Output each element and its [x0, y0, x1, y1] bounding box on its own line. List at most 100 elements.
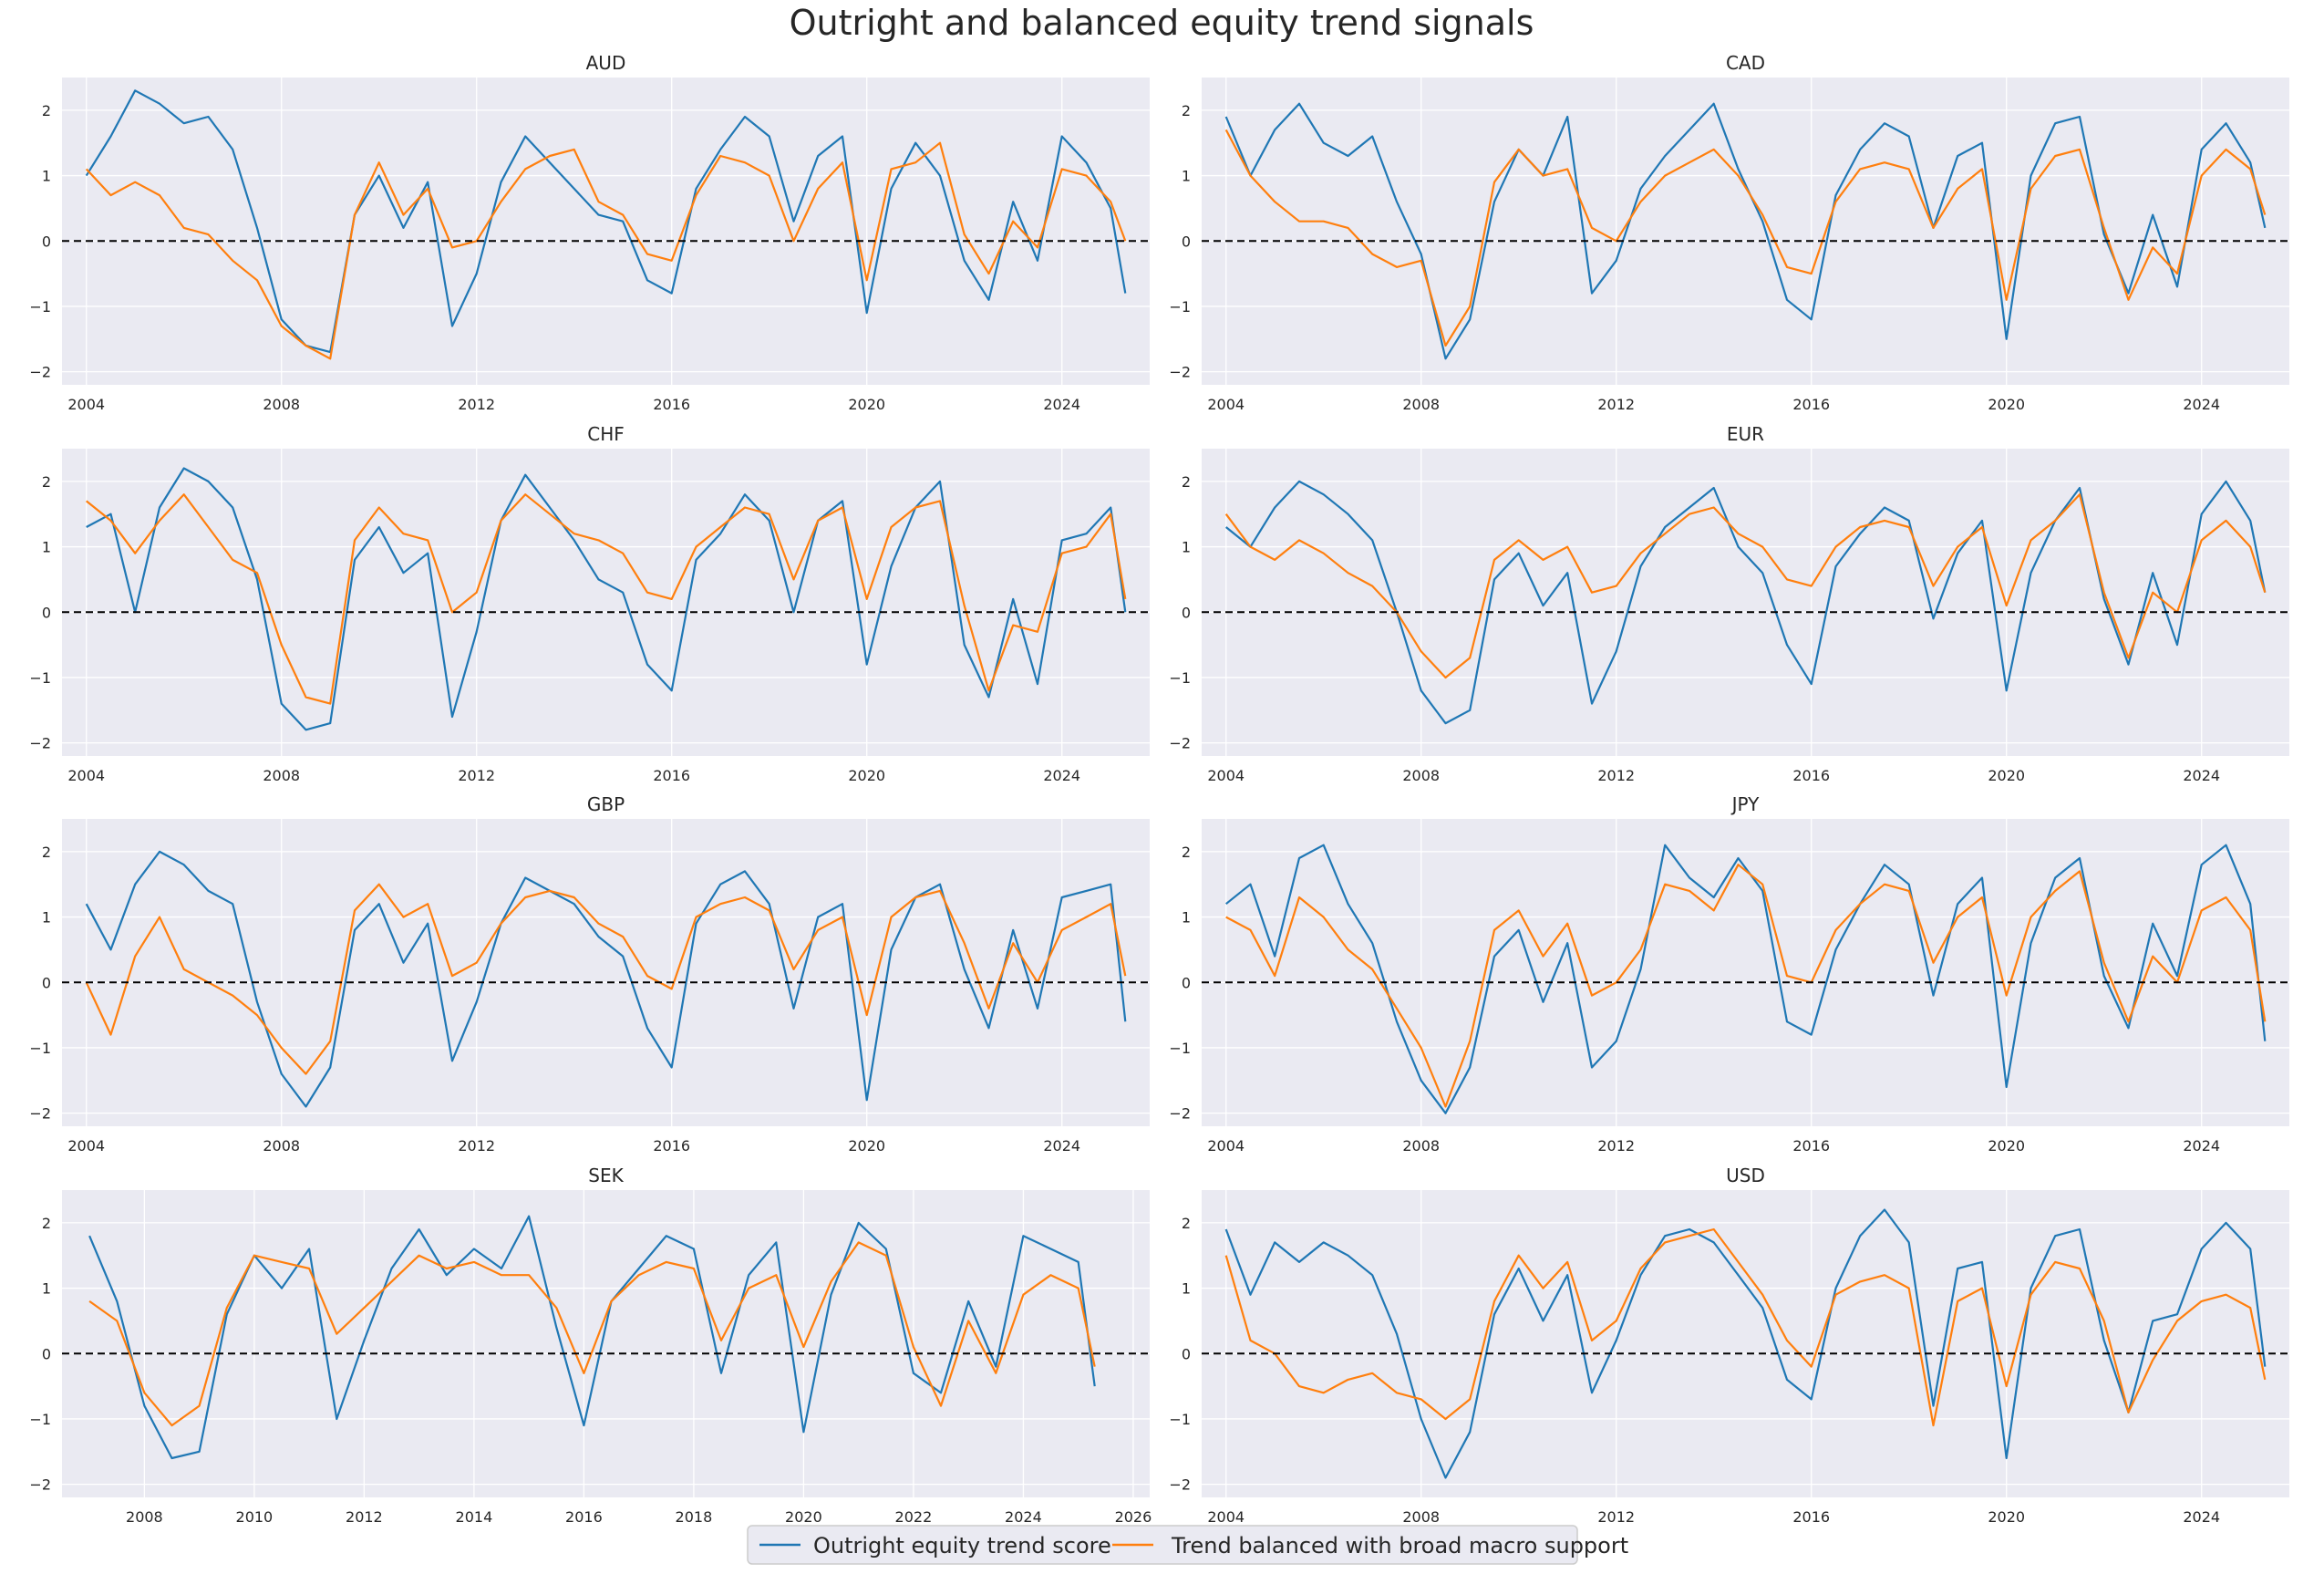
- series-line-outright: [88, 1215, 1096, 1460]
- x-tick-label: 2004: [1207, 396, 1245, 413]
- x-tick-label: 2012: [458, 767, 495, 784]
- y-tick-label: −1: [1169, 1411, 1191, 1428]
- y-tick-label: −1: [29, 1040, 51, 1057]
- series-line-outright: [1225, 480, 2267, 725]
- y-tick-label: 1: [1182, 1280, 1191, 1298]
- y-tick-label: 2: [1182, 102, 1191, 119]
- x-tick-label: 2008: [1402, 1137, 1440, 1155]
- y-tick-label: 0: [42, 1345, 51, 1362]
- plot-area: [1202, 78, 2289, 385]
- x-tick-label: 2024: [2183, 396, 2220, 413]
- x-tick-label: 2020: [1988, 767, 2025, 784]
- x-tick-label: 2012: [1597, 1137, 1635, 1155]
- x-tick-label: 2016: [1792, 1137, 1830, 1155]
- panel-title-cad: CAD: [1726, 52, 1765, 74]
- panel-title-usd: USD: [1726, 1165, 1765, 1186]
- y-tick-label: −2: [1169, 1476, 1191, 1494]
- x-tick-label: 2024: [2183, 767, 2220, 784]
- x-tick-label: 2012: [458, 396, 495, 413]
- y-tick-label: −2: [1169, 364, 1191, 381]
- y-tick-label: 2: [1182, 1215, 1191, 1232]
- x-tick-label: 2008: [1402, 396, 1440, 413]
- x-tick-label: 2016: [565, 1508, 603, 1526]
- x-tick-label: 2024: [2183, 1508, 2220, 1526]
- y-tick-label: −2: [1169, 735, 1191, 752]
- y-tick-label: 0: [1182, 604, 1191, 621]
- x-tick-label: 2024: [1043, 396, 1080, 413]
- series-line-outright: [86, 467, 1127, 731]
- plot-area: [62, 819, 1150, 1126]
- x-tick-label: 2008: [1402, 1508, 1440, 1526]
- x-tick-label: 2024: [1043, 1137, 1080, 1155]
- x-tick-label: 2020: [785, 1508, 822, 1526]
- panel-cad: 2004 2008 2012 2016 2020 2024 −2 −1 0 1 2 CAD: [1169, 52, 2289, 413]
- figure-title: Outright and balanced equity trend signa…: [790, 3, 1534, 43]
- panel-title-eur: EUR: [1727, 423, 1764, 445]
- x-tick-label: 2012: [346, 1508, 383, 1526]
- panel-gbp: 2004 2008 2012 2016 2020 2024 −2 −1 0 1 2 GBP: [29, 793, 1150, 1155]
- series-line-balanced: [1225, 864, 2267, 1108]
- y-tick-label: −2: [29, 364, 51, 381]
- y-tick-label: 1: [1182, 909, 1191, 927]
- x-tick-label: 2004: [1207, 1137, 1245, 1155]
- plot-area: [1202, 449, 2289, 756]
- plot-area: [1202, 819, 2289, 1126]
- y-tick-label: −1: [29, 669, 51, 687]
- y-tick-label: 2: [42, 473, 51, 491]
- series-line-balanced: [86, 493, 1127, 705]
- y-tick-label: −2: [29, 1476, 51, 1494]
- series-line-outright: [85, 850, 1127, 1108]
- plot-area: [62, 78, 1150, 385]
- panel-usd: 2004 2008 2012 2016 2020 2024 −2 −1 0 1 2 USD: [1169, 1165, 2289, 1526]
- y-tick-label: −1: [29, 298, 51, 316]
- y-tick-label: −2: [1169, 1105, 1191, 1123]
- y-tick-label: −2: [29, 1105, 51, 1123]
- x-tick-label: 2014: [456, 1508, 493, 1526]
- y-tick-label: 1: [1182, 539, 1191, 556]
- x-tick-label: 2004: [1207, 1508, 1245, 1526]
- x-tick-label: 2024: [2183, 1137, 2220, 1155]
- legend-frame: [747, 1525, 1578, 1565]
- y-tick-label: 1: [42, 539, 51, 556]
- legend: Outright equity trend score Trend balanc…: [747, 1525, 1628, 1565]
- y-tick-label: 0: [42, 974, 51, 991]
- plot-area: [1202, 1190, 2289, 1497]
- panel-title-chf: CHF: [587, 423, 625, 445]
- x-tick-label: 2012: [1597, 1508, 1635, 1526]
- y-tick-label: 1: [1182, 168, 1191, 185]
- x-tick-label: 2020: [1988, 1508, 2025, 1526]
- y-tick-label: −1: [29, 1411, 51, 1428]
- x-tick-label: 2016: [1792, 767, 1830, 784]
- x-tick-label: 2004: [67, 1137, 105, 1155]
- y-tick-label: 1: [42, 909, 51, 927]
- y-tick-label: −1: [1169, 669, 1191, 687]
- series-line-outright: [85, 89, 1127, 354]
- panel-eur: 2004 2008 2012 2016 2020 2024 −2 −1 0 1 2 EUR: [1169, 423, 2289, 784]
- x-tick-label: 2024: [1043, 767, 1080, 784]
- x-tick-label: 2010: [236, 1508, 274, 1526]
- legend-label-balanced: Trend balanced with broad macro support: [1171, 1533, 1628, 1558]
- panel-title-jpy: JPY: [1730, 793, 1761, 815]
- x-tick-label: 2004: [1207, 767, 1245, 784]
- x-tick-label: 2022: [895, 1508, 933, 1526]
- series-line-balanced: [1224, 1227, 2267, 1427]
- x-tick-label: 2016: [653, 396, 690, 413]
- x-tick-label: 2012: [1597, 396, 1635, 413]
- series-line-outright: [1224, 1208, 2267, 1479]
- x-tick-label: 2016: [653, 767, 690, 784]
- y-tick-label: 0: [1182, 1345, 1191, 1362]
- x-tick-label: 2020: [848, 767, 885, 784]
- y-tick-label: 0: [42, 233, 51, 250]
- x-tick-label: 2020: [1988, 396, 2025, 413]
- x-tick-label: 2012: [458, 1137, 495, 1155]
- x-tick-label: 2004: [67, 767, 105, 784]
- series-line-balanced: [85, 141, 1127, 360]
- legend-label-outright: Outright equity trend score: [813, 1533, 1111, 1558]
- series-line-balanced: [1224, 129, 2267, 347]
- series-line-balanced: [1224, 493, 2267, 679]
- x-tick-label: 2008: [263, 767, 300, 784]
- panel-aud: 2004 2008 2012 2016 2020 2024 −2 −1 0 1 2 AUD: [29, 52, 1150, 413]
- x-tick-label: 2008: [1402, 767, 1440, 784]
